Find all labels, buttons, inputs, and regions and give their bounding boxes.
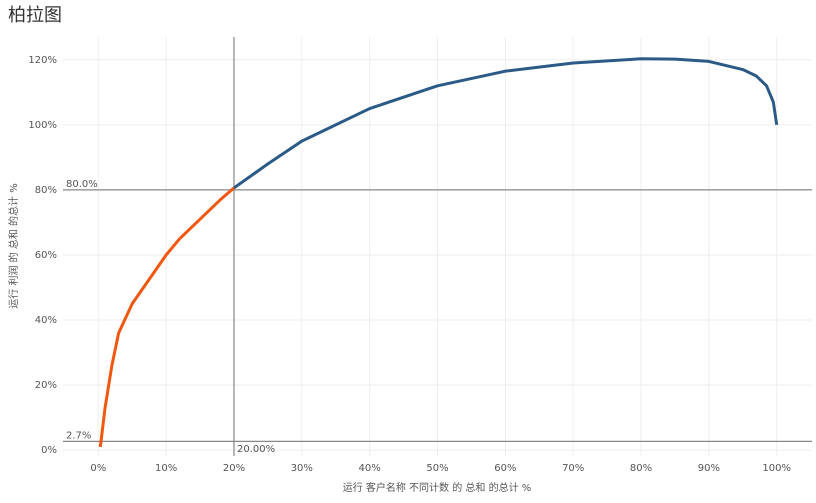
y-tick-label: 120% bbox=[28, 55, 57, 66]
chart-title: 柏拉图 bbox=[8, 5, 62, 26]
y-tick-label: 0% bbox=[41, 445, 57, 456]
y-axis-title: 运行 利润 的 总和 的总计 % bbox=[7, 183, 20, 308]
x-tick-label: 70% bbox=[562, 463, 584, 474]
x-tick-label: 50% bbox=[426, 463, 448, 474]
x-tick-label: 20% bbox=[223, 463, 245, 474]
reference-label: 80.0% bbox=[66, 179, 98, 190]
y-tick-label: 100% bbox=[28, 120, 57, 131]
x-tick-label: 100% bbox=[762, 463, 791, 474]
line bbox=[98, 186, 235, 448]
reference-label: 20.00% bbox=[237, 444, 275, 455]
line bbox=[233, 57, 779, 190]
x-tick-label: 80% bbox=[630, 463, 652, 474]
x-tick-label: 40% bbox=[359, 463, 381, 474]
reference-label: 2.7% bbox=[66, 430, 91, 441]
y-tick-label: 80% bbox=[35, 185, 57, 196]
x-tick-label: 90% bbox=[698, 463, 720, 474]
x-tick-label: 30% bbox=[291, 463, 313, 474]
x-tick-label: 10% bbox=[155, 463, 177, 474]
y-tick-label: 40% bbox=[35, 315, 57, 326]
y-tick-label: 60% bbox=[35, 250, 57, 261]
x-axis-title: 运行 客户名称 不同计数 的 总和 的总计 % bbox=[343, 481, 532, 494]
y-tick-label: 20% bbox=[35, 380, 57, 391]
x-tick-label: 0% bbox=[90, 463, 106, 474]
x-tick-label: 60% bbox=[494, 463, 516, 474]
